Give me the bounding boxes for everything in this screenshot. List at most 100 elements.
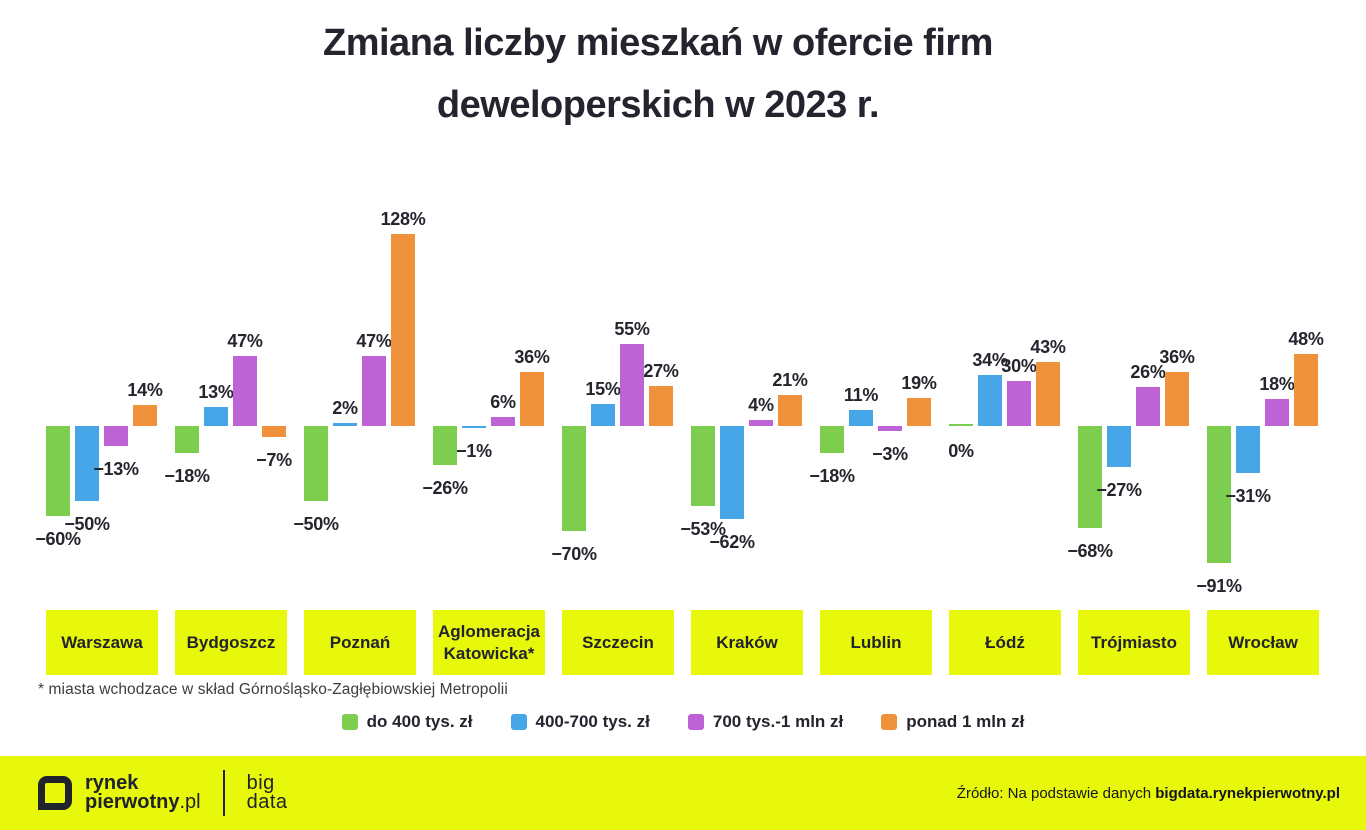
bar — [978, 375, 1002, 426]
bar — [820, 426, 844, 453]
bigdata-logo-text: big data — [246, 772, 288, 813]
bar-value-label: −18% — [164, 466, 210, 486]
category-label: Wrocław — [1207, 610, 1319, 675]
bar-value-label: 2% — [332, 398, 358, 418]
bar-value-label: 47% — [227, 330, 263, 351]
bar-value-label: −50% — [64, 514, 110, 534]
bar-value-label: −26% — [422, 478, 468, 498]
category-label: Aglomeracja Katowicka* — [433, 610, 545, 675]
rynekpierwotny-logo-icon — [38, 776, 72, 810]
bar-value-label: 19% — [901, 372, 937, 393]
bar-value-label: 47% — [356, 330, 392, 351]
bar — [491, 417, 515, 426]
bar-value-label: 55% — [614, 318, 650, 339]
legend-label: do 400 tys. zł — [366, 712, 473, 731]
bar-value-label: −1% — [456, 441, 492, 461]
bar — [1136, 387, 1160, 426]
bigdata-word-data: data — [246, 791, 288, 813]
bar-value-label: −3% — [872, 443, 908, 464]
bar-value-label: 36% — [1159, 347, 1195, 367]
bar — [720, 426, 744, 519]
legend-swatch-icon — [341, 714, 358, 730]
bar-value-label: 30% — [1001, 356, 1037, 376]
legend-item: ponad 1 mln zł — [881, 712, 1024, 732]
bar — [133, 405, 157, 426]
bar-value-label: −50% — [293, 514, 339, 534]
bar — [1294, 354, 1318, 426]
bar — [175, 426, 199, 453]
bar-value-label: 15% — [585, 378, 621, 399]
bar — [462, 426, 486, 428]
bar — [649, 385, 673, 426]
bar-value-label: −53% — [680, 518, 726, 539]
footer-bar: rynek pierwotny.pl big data Źródło: Na p… — [0, 756, 1366, 830]
source-prefix: Źródło: Na podstawie danych — [956, 784, 1156, 802]
source-link-text: bigdata.rynekpierwotny.pl — [1155, 784, 1340, 802]
bar — [1078, 426, 1102, 528]
bar — [1265, 399, 1289, 426]
bar — [75, 426, 99, 501]
legend-swatch-icon — [881, 714, 898, 730]
bar — [433, 426, 457, 465]
bar — [1007, 381, 1031, 426]
bar-value-label: 27% — [643, 360, 679, 381]
bar-value-label: −18% — [809, 466, 855, 486]
bar — [1107, 426, 1131, 467]
category-label: Szczecin — [562, 610, 674, 675]
bar-value-label: 13% — [198, 381, 234, 402]
bar — [907, 397, 931, 426]
bar-value-label: 48% — [1288, 329, 1324, 349]
bar-value-label: 0% — [948, 441, 974, 461]
category-label: Łódź — [949, 610, 1061, 675]
bar — [46, 426, 70, 516]
chart-legend: do 400 tys. zł 400-700 tys. zł 700 tys.-1 … — [0, 712, 1366, 732]
bar — [391, 234, 415, 426]
bar — [204, 406, 228, 426]
bar-value-label: −31% — [1225, 485, 1271, 506]
logo-word-pl: .pl — [179, 791, 201, 813]
bar — [562, 426, 586, 531]
legend-item: 400-700 tys. zł — [510, 712, 650, 732]
bigdata-word-big: big — [246, 772, 275, 794]
bar-value-label: −68% — [1067, 541, 1113, 561]
bar-value-label: −13% — [93, 458, 139, 479]
brand-logos: rynek pierwotny.pl big data — [38, 770, 288, 816]
bar-value-label: −60% — [35, 529, 81, 549]
bar — [520, 372, 544, 426]
chart-title-line2: deweloperskich w 2023 r. — [436, 84, 880, 126]
bar-value-label: −70% — [551, 544, 597, 564]
category-label: Bydgoszcz — [175, 610, 287, 675]
bar — [749, 420, 773, 426]
chart-title: Zmiana liczby mieszkań w ofercie firm de… — [0, 12, 1316, 136]
bar-value-label: −7% — [256, 449, 292, 470]
bar-value-label: 14% — [127, 380, 163, 400]
bar-value-label: 11% — [843, 384, 879, 405]
category-label: Kraków — [691, 610, 803, 675]
bar — [1236, 426, 1260, 473]
chart-title-line1: Zmiana liczby mieszkań w ofercie firm — [323, 22, 993, 64]
bar — [691, 426, 715, 506]
bar — [333, 423, 357, 426]
bar-value-label: −91% — [1196, 575, 1242, 596]
bar — [362, 355, 386, 426]
source-text: Źródło: Na podstawie danych bigdata.ryne… — [957, 785, 1340, 802]
bar — [1165, 372, 1189, 426]
logo-word-pierwotny-pl: pierwotny.pl — [85, 791, 201, 813]
legend-item: do 400 tys. zł — [341, 712, 473, 732]
logo-divider — [222, 770, 225, 816]
bar-value-label: 34% — [972, 350, 1008, 370]
bar-value-label: 21% — [772, 369, 808, 390]
bar — [1207, 426, 1231, 563]
legend-label: ponad 1 mln zł — [906, 712, 1025, 731]
bar — [620, 343, 644, 426]
bar — [778, 394, 802, 426]
bar-value-label: 18% — [1259, 374, 1295, 394]
category-label: Warszawa — [46, 610, 158, 675]
bar-value-label: −62% — [709, 532, 755, 552]
legend-label: 400-700 tys. zł — [535, 712, 650, 731]
legend-label: 700 tys.-1 mln zł — [712, 712, 844, 731]
bar — [591, 403, 615, 426]
bar — [233, 355, 257, 426]
